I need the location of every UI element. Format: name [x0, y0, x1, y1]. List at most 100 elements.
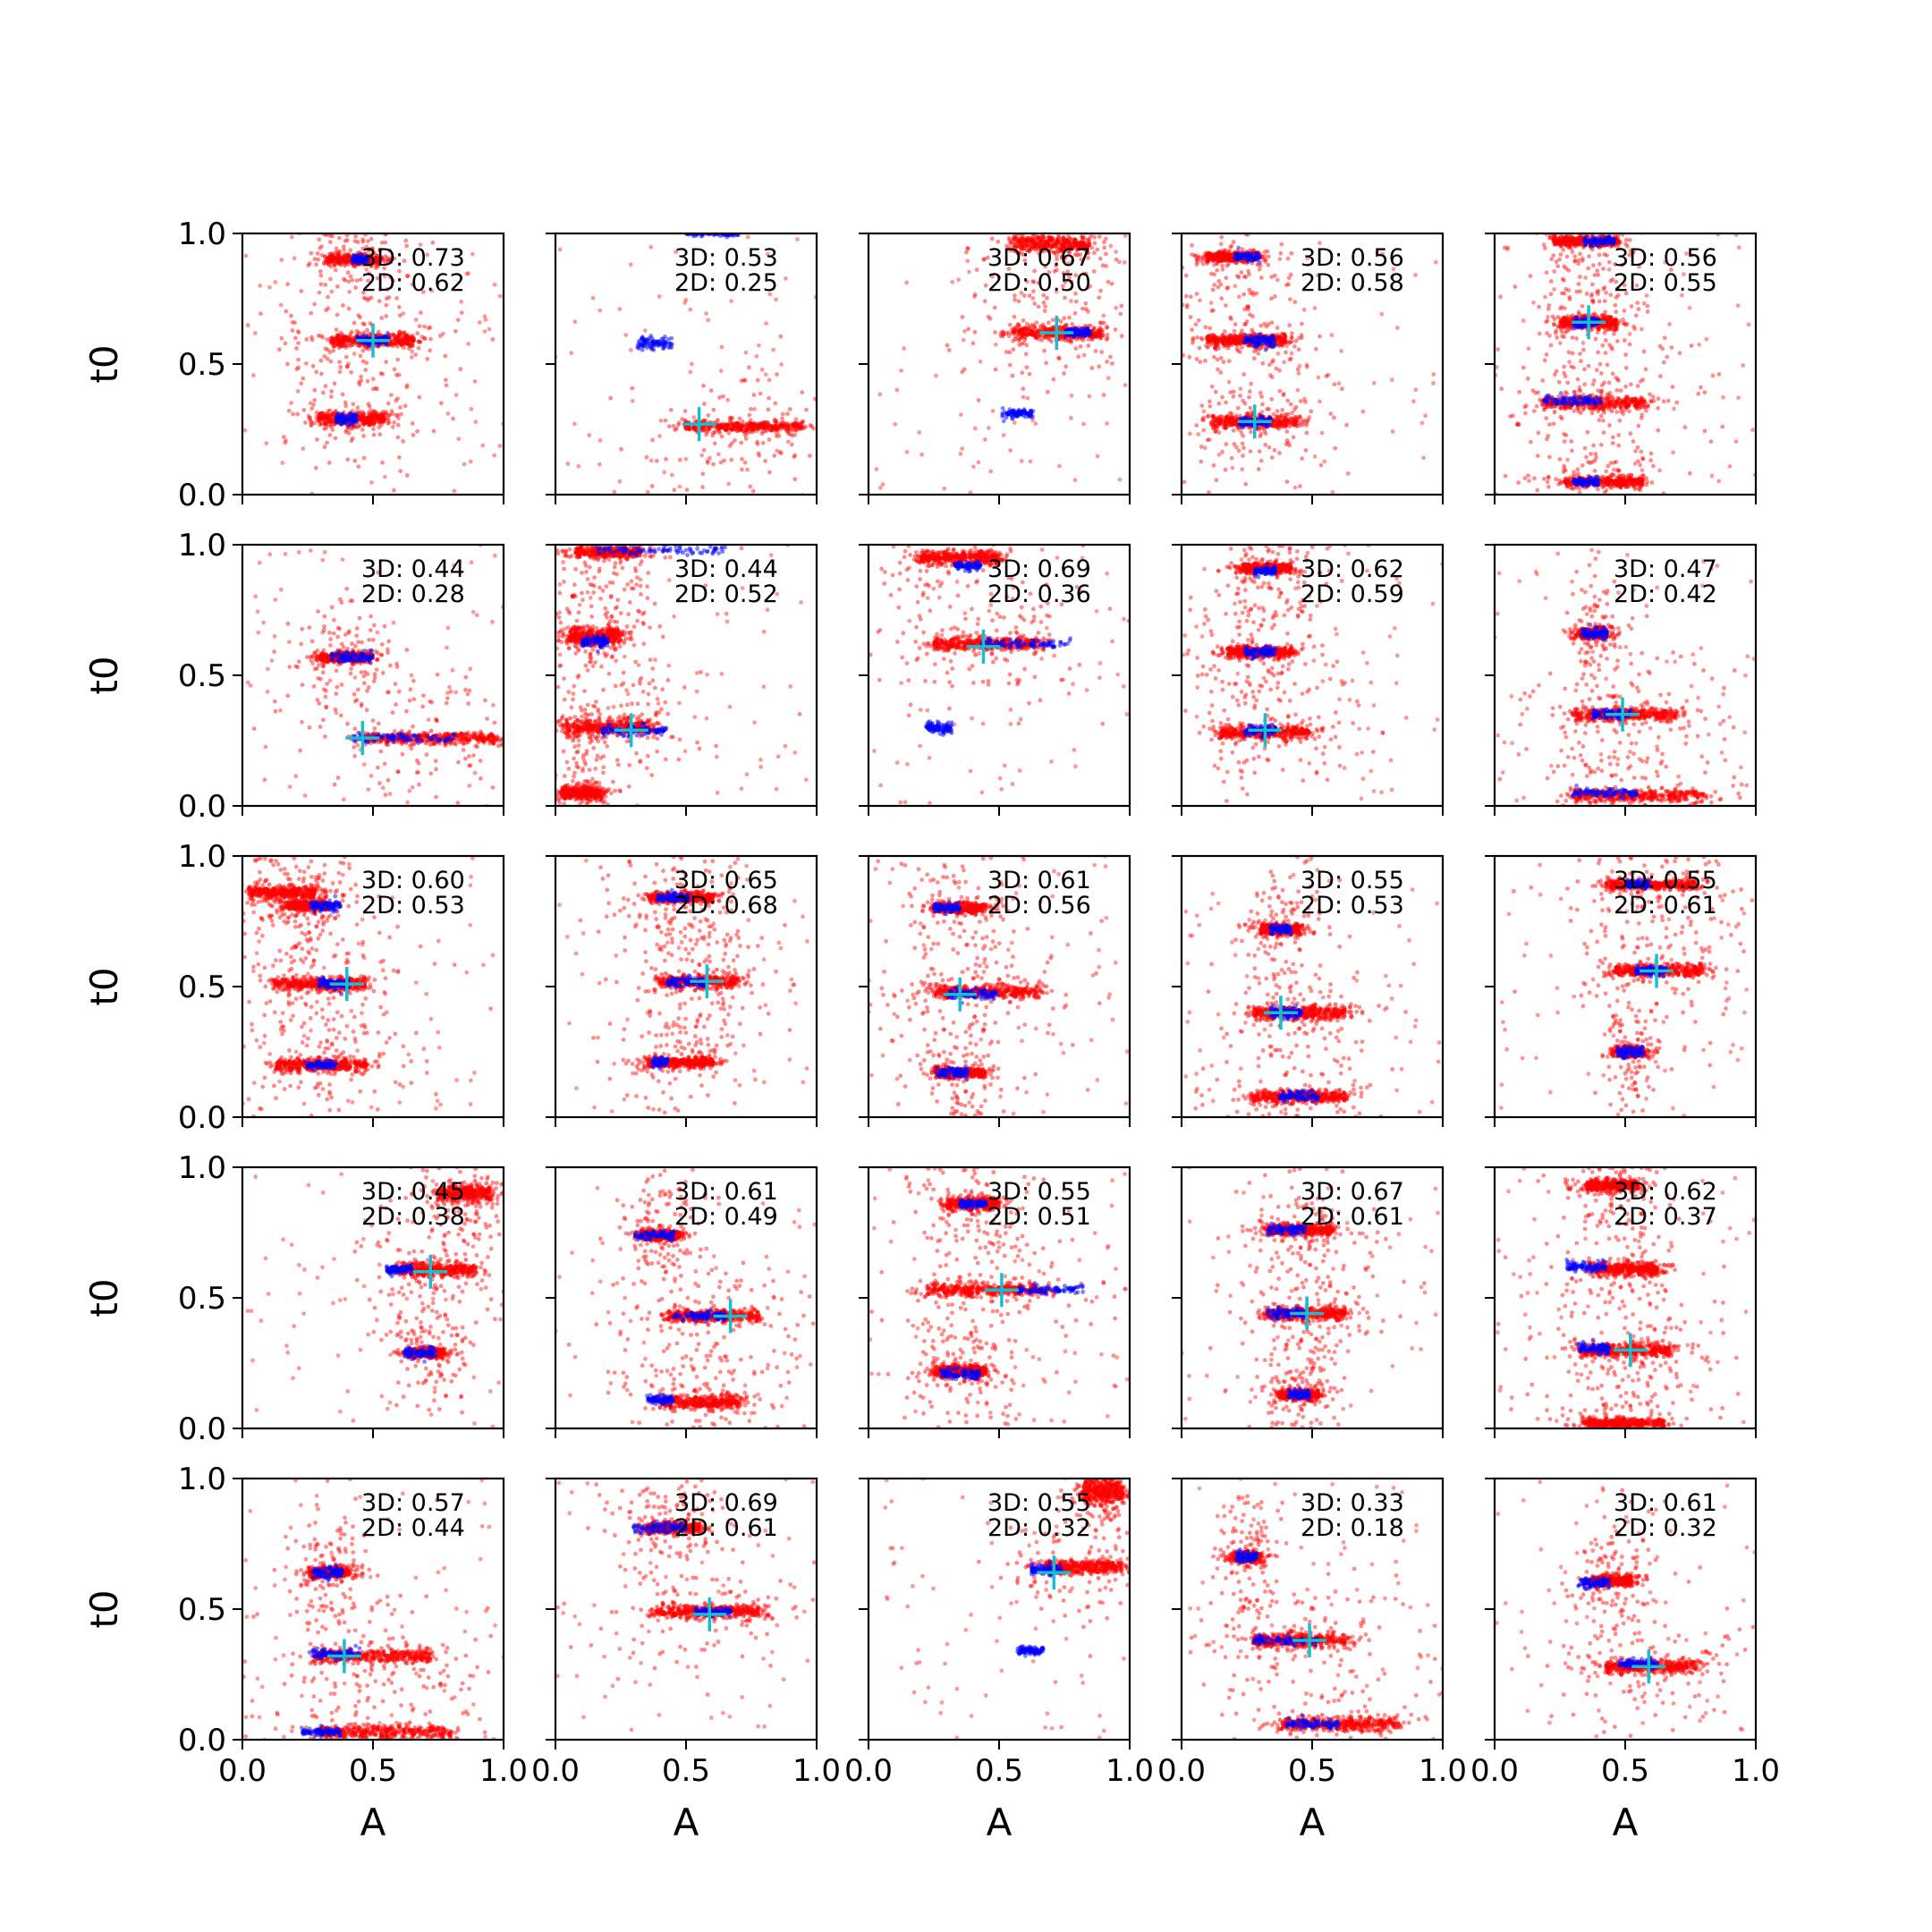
sample-point — [398, 405, 402, 410]
sample-point — [394, 336, 400, 342]
sample-point — [1091, 269, 1097, 274]
sample-point — [1300, 419, 1305, 425]
sample-point — [1190, 327, 1194, 333]
sample-point — [343, 255, 347, 259]
sample-point — [1298, 414, 1302, 419]
sample-point — [785, 439, 791, 445]
sample-point — [1187, 354, 1192, 360]
chain-point — [641, 343, 646, 349]
sample-point — [778, 420, 784, 426]
chain-point — [659, 340, 665, 345]
sample-point — [722, 458, 726, 463]
sample-point — [451, 416, 455, 421]
sample-point — [1269, 360, 1275, 365]
sample-point — [453, 393, 459, 397]
sample-point — [1247, 394, 1251, 400]
sample-point — [1069, 240, 1073, 244]
sample-point — [946, 348, 952, 352]
sample-point — [331, 411, 335, 416]
sample-point — [1267, 362, 1272, 368]
sample-point — [1068, 236, 1073, 242]
sample-point — [289, 234, 294, 240]
sample-point — [807, 453, 812, 458]
sample-point — [1006, 334, 1012, 339]
sample-point — [326, 347, 330, 352]
sample-point — [793, 425, 799, 429]
sample-point — [389, 256, 394, 260]
sample-point — [384, 296, 389, 301]
sample-point — [1218, 370, 1224, 375]
sample-point — [331, 255, 336, 260]
sample-point — [1241, 226, 1246, 231]
sample-point — [1011, 237, 1016, 242]
sample-point — [1228, 416, 1233, 421]
sample-point — [1300, 335, 1304, 340]
sample-point — [472, 379, 478, 384]
sample-point — [358, 353, 363, 359]
sample-point — [834, 399, 838, 403]
chain-point — [335, 415, 340, 420]
sample-point — [383, 254, 388, 259]
sample-point — [982, 299, 987, 304]
sample-point — [1300, 321, 1304, 326]
sample-point — [384, 302, 389, 308]
sample-point — [835, 401, 840, 405]
sample-point — [752, 407, 757, 411]
sample-point — [345, 457, 351, 462]
sample-point — [354, 425, 360, 429]
sample-point — [1195, 259, 1199, 265]
sample-point — [452, 488, 457, 494]
sample-point — [1290, 339, 1294, 343]
sample-point — [386, 258, 391, 263]
sample-point — [395, 412, 401, 418]
sample-point — [1289, 250, 1294, 256]
sample-point — [1306, 418, 1311, 423]
sample-point — [314, 410, 319, 415]
sample-point — [699, 453, 705, 458]
sample-point — [428, 336, 433, 342]
sample-point — [674, 427, 679, 431]
sample-point — [1066, 249, 1071, 254]
sample-point — [878, 485, 883, 490]
sample-point — [1165, 411, 1170, 416]
sample-point — [682, 301, 688, 305]
sample-point — [774, 430, 779, 436]
sample-point — [340, 392, 345, 397]
sample-point — [742, 377, 748, 383]
sample-point — [331, 348, 336, 353]
sample-point — [309, 250, 314, 256]
sample-point — [1108, 243, 1114, 249]
sample-point — [1272, 423, 1277, 428]
sample-point — [1243, 481, 1249, 487]
sample-point — [996, 239, 1001, 244]
sample-point — [1326, 372, 1331, 377]
sample-point — [1069, 340, 1073, 345]
sample-point — [1031, 289, 1036, 294]
sample-point — [394, 412, 399, 418]
sample-point — [1013, 336, 1018, 342]
sample-point — [1211, 337, 1216, 343]
sample-point — [1241, 292, 1247, 297]
sample-point — [1301, 422, 1306, 428]
sample-point — [990, 409, 996, 413]
sample-point — [336, 235, 342, 241]
sample-point — [1057, 335, 1063, 341]
sample-point — [1048, 199, 1053, 204]
sample-point — [319, 411, 325, 416]
sample-point — [365, 378, 370, 384]
sample-point — [1021, 318, 1026, 323]
sample-point — [346, 430, 352, 436]
sample-point — [404, 473, 410, 478]
sample-point — [1069, 416, 1073, 420]
sample-point — [1018, 194, 1022, 199]
chain-point — [352, 258, 357, 262]
sample-point — [337, 360, 342, 365]
sample-point — [1233, 341, 1238, 346]
sample-point — [361, 455, 367, 461]
sample-point — [277, 347, 282, 352]
sample-point — [1051, 377, 1056, 382]
sample-point — [904, 280, 910, 285]
sample-point — [1089, 228, 1093, 233]
